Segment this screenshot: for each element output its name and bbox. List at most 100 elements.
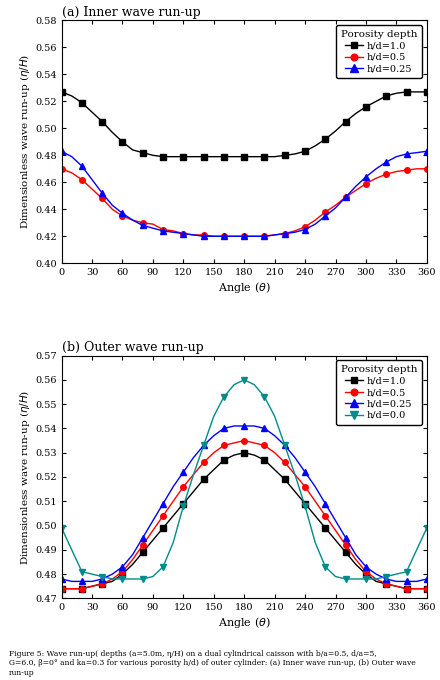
h/d=0.25 — [394, 577, 399, 585]
h/d=0.5 — [59, 585, 64, 593]
h/d=0.5 — [302, 223, 308, 231]
h/d=0.5 — [191, 231, 196, 239]
h/d=0.5 — [343, 193, 348, 201]
h/d=1.0 — [424, 585, 429, 593]
h/d=0.25 — [130, 551, 135, 559]
h/d=0.25 — [231, 422, 237, 430]
h/d=0.0 — [414, 546, 419, 554]
h/d=1.0 — [79, 585, 84, 593]
h/d=0.25 — [140, 534, 145, 542]
h/d=1.0 — [302, 500, 308, 508]
h/d=1.0 — [201, 152, 206, 160]
h/d=0.25 — [130, 216, 135, 224]
h/d=1.0 — [312, 512, 318, 520]
h/d=1.0 — [201, 475, 206, 483]
h/d=0.25 — [150, 224, 156, 233]
h/d=0.0 — [99, 573, 105, 581]
h/d=0.5 — [374, 174, 379, 182]
h/d=1.0 — [292, 488, 297, 496]
h/d=0.25 — [140, 222, 145, 230]
h/d=1.0 — [333, 127, 338, 135]
h/d=0.5 — [312, 216, 318, 224]
h/d=0.5 — [384, 170, 389, 178]
h/d=0.5 — [140, 541, 145, 549]
X-axis label: Angle ($\theta$): Angle ($\theta$) — [218, 615, 271, 630]
X-axis label: Angle ($\theta$): Angle ($\theta$) — [218, 280, 271, 295]
h/d=1.0 — [181, 500, 186, 508]
h/d=0.5 — [333, 201, 338, 209]
h/d=1.0 — [79, 99, 84, 107]
h/d=0.25 — [374, 570, 379, 578]
h/d=0.25 — [191, 454, 196, 462]
h/d=0.25 — [89, 577, 95, 585]
h/d=0.5 — [150, 526, 156, 534]
h/d=0.25 — [363, 563, 369, 571]
h/d=0.25 — [150, 517, 156, 525]
h/d=0.25 — [384, 158, 389, 166]
h/d=0.25 — [353, 551, 359, 559]
h/d=1.0 — [130, 146, 135, 154]
h/d=1.0 — [120, 138, 125, 146]
h/d=0.25 — [161, 500, 166, 508]
h/d=1.0 — [99, 580, 105, 588]
h/d=0.25 — [99, 189, 105, 197]
h/d=0.25 — [110, 570, 115, 578]
Line: h/d=0.5: h/d=0.5 — [59, 166, 429, 239]
h/d=0.5 — [120, 212, 125, 220]
h/d=1.0 — [292, 150, 297, 158]
h/d=0.5 — [120, 568, 125, 576]
h/d=0.0 — [242, 376, 247, 384]
h/d=0.0 — [221, 393, 227, 401]
h/d=1.0 — [231, 152, 237, 160]
h/d=0.25 — [333, 517, 338, 525]
h/d=1.0 — [171, 512, 176, 520]
h/d=0.0 — [323, 563, 328, 571]
Line: h/d=0.5: h/d=0.5 — [59, 438, 429, 592]
h/d=0.25 — [302, 226, 308, 234]
Line: h/d=0.25: h/d=0.25 — [58, 422, 430, 585]
Text: (b) Outer wave run-up: (b) Outer wave run-up — [62, 341, 203, 354]
Line: h/d=0.25: h/d=0.25 — [58, 148, 430, 240]
h/d=0.5 — [89, 582, 95, 590]
h/d=0.5 — [221, 232, 227, 240]
h/d=0.0 — [302, 502, 308, 510]
h/d=0.0 — [343, 575, 348, 583]
h/d=1.0 — [262, 152, 267, 160]
h/d=0.5 — [394, 582, 399, 590]
h/d=1.0 — [161, 524, 166, 532]
h/d=0.25 — [424, 147, 429, 155]
h/d=0.5 — [99, 580, 105, 588]
h/d=0.0 — [181, 502, 186, 510]
h/d=0.0 — [272, 412, 277, 420]
h/d=0.25 — [242, 232, 247, 240]
h/d=0.5 — [171, 227, 176, 235]
h/d=1.0 — [363, 570, 369, 578]
h/d=0.5 — [312, 497, 318, 505]
h/d=0.25 — [252, 422, 257, 430]
h/d=0.0 — [110, 575, 115, 583]
h/d=1.0 — [140, 548, 145, 556]
h/d=0.5 — [414, 165, 419, 173]
h/d=0.0 — [211, 412, 216, 420]
h/d=0.5 — [414, 585, 419, 593]
h/d=1.0 — [374, 577, 379, 585]
h/d=0.5 — [110, 205, 115, 214]
h/d=0.5 — [302, 483, 308, 491]
h/d=0.25 — [292, 454, 297, 462]
h/d=1.0 — [323, 135, 328, 143]
h/d=0.5 — [333, 526, 338, 534]
h/d=1.0 — [130, 560, 135, 568]
h/d=0.25 — [79, 577, 84, 585]
h/d=0.25 — [404, 577, 409, 585]
h/d=0.5 — [374, 575, 379, 583]
h/d=0.25 — [79, 162, 84, 170]
h/d=1.0 — [89, 582, 95, 590]
h/d=0.0 — [404, 568, 409, 576]
h/d=0.25 — [201, 232, 206, 240]
h/d=1.0 — [414, 88, 419, 96]
h/d=0.5 — [252, 232, 257, 240]
h/d=1.0 — [404, 585, 409, 593]
h/d=0.5 — [69, 585, 74, 593]
h/d=0.5 — [384, 580, 389, 588]
h/d=1.0 — [181, 152, 186, 160]
